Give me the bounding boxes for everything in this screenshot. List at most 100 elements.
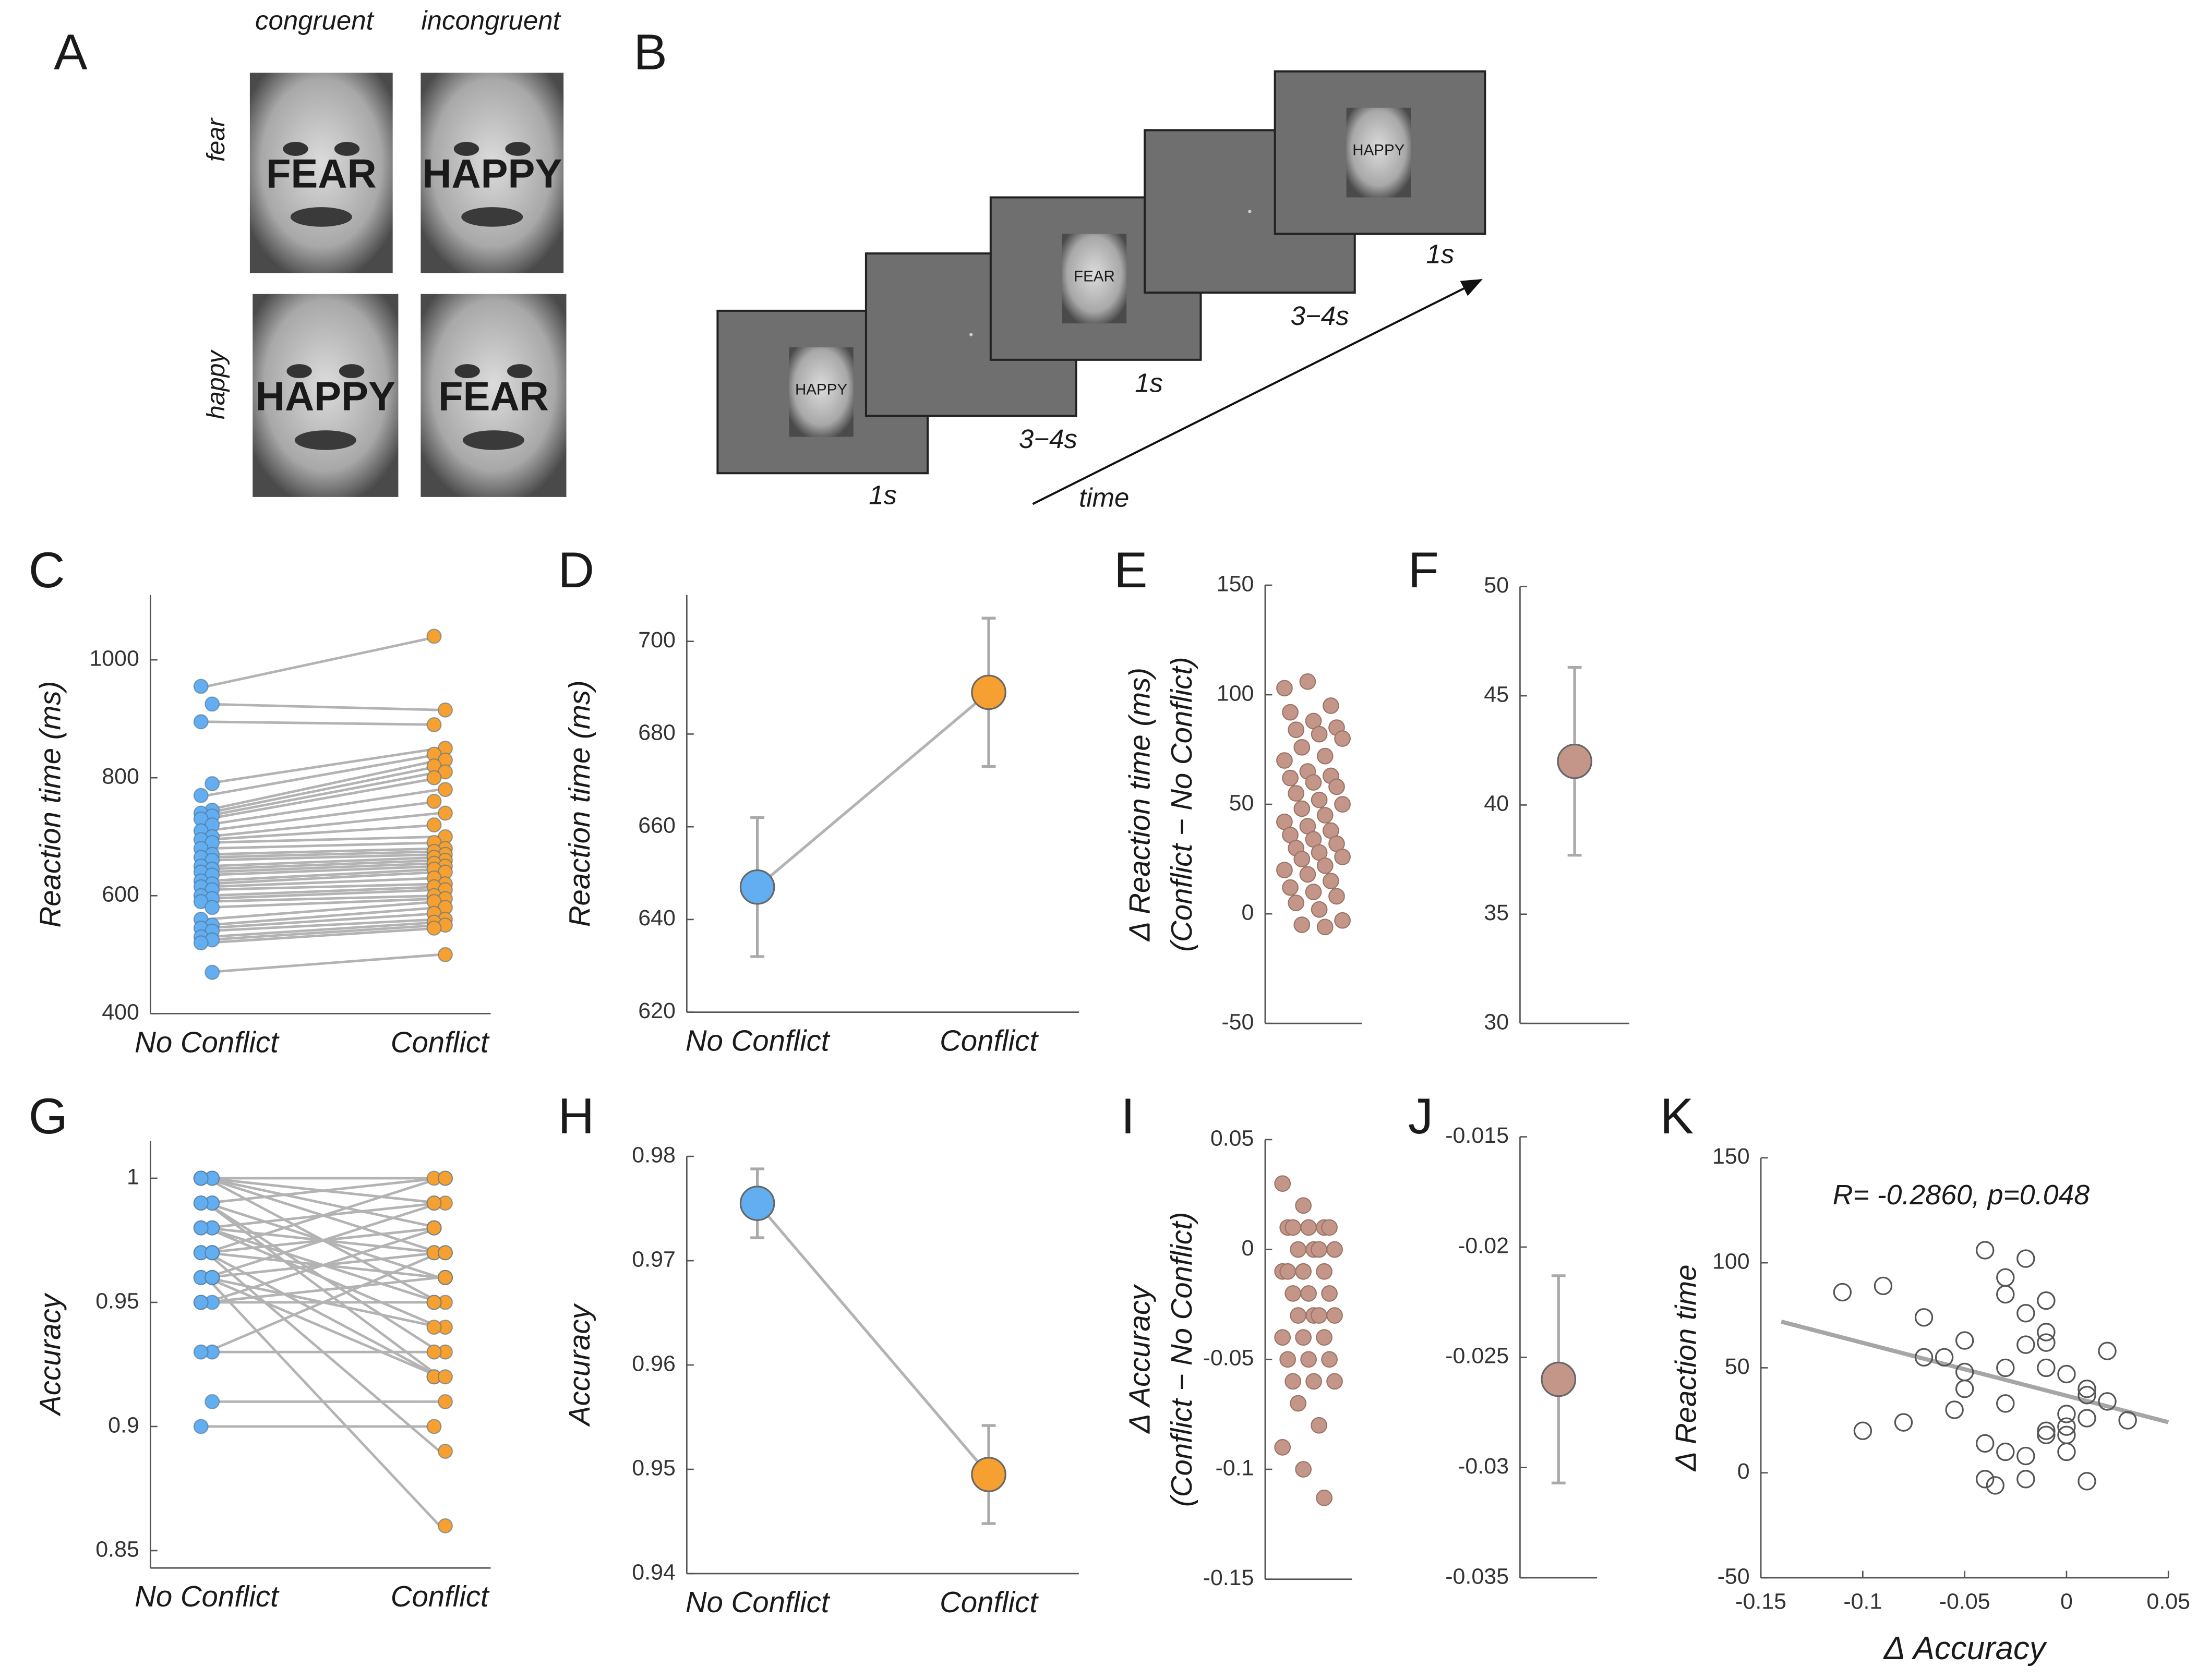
dot: [1276, 752, 1293, 769]
time-label: time: [1079, 483, 1129, 513]
face-image: [421, 294, 567, 497]
point: [2057, 1442, 2076, 1461]
point: [2037, 1333, 2056, 1352]
dot: [205, 696, 220, 712]
fixation: [1248, 210, 1252, 213]
dot: [1316, 807, 1334, 824]
dot: [1282, 704, 1299, 721]
dot: [1279, 1263, 1296, 1280]
dot: [426, 920, 442, 936]
pair-line: [206, 853, 440, 862]
dot: [1288, 785, 1305, 802]
pair-line: [206, 841, 440, 850]
dot: [1282, 769, 1299, 787]
point: [1986, 1476, 2004, 1495]
dot: [205, 900, 220, 915]
dot: [1299, 673, 1316, 690]
point: [1975, 1470, 1995, 1489]
dot: [1288, 895, 1305, 911]
dot: [1305, 884, 1322, 900]
pair-line: [206, 865, 440, 877]
y-tick-label: -0.015: [1445, 1123, 1509, 1148]
point: [1945, 1400, 1964, 1419]
point: [1955, 1379, 1974, 1398]
pair-line: [206, 894, 440, 903]
pair-line: [206, 812, 440, 838]
panel-label: C: [29, 542, 65, 598]
dot: [437, 1369, 453, 1385]
point: [1935, 1348, 1954, 1367]
point: [1975, 1434, 1995, 1453]
dot: [1316, 857, 1334, 874]
panel-label: E: [1114, 542, 1147, 598]
dot: [193, 1220, 209, 1236]
dot: [1311, 1307, 1327, 1324]
dot: [1295, 1329, 1312, 1346]
face-word: FEAR: [1074, 268, 1115, 285]
dot: [437, 1170, 453, 1186]
panel-label: F: [1408, 542, 1439, 598]
pair-line: [206, 753, 440, 797]
pair-line: [206, 788, 440, 827]
dot: [426, 817, 442, 833]
y-tick-label: -0.02: [1458, 1233, 1509, 1258]
dot: [193, 788, 209, 803]
dot: [193, 1344, 209, 1360]
dot: [1290, 1395, 1306, 1412]
point: [1894, 1413, 1913, 1432]
dot: [426, 1419, 442, 1434]
face-image: [1346, 107, 1411, 198]
y-axis-label: (Conflict − No Conflict): [1165, 1212, 1198, 1507]
dot: [1293, 800, 1311, 817]
face-eye: [453, 142, 479, 156]
dot: [205, 1394, 220, 1409]
duration-label: 1s: [1426, 239, 1455, 269]
y-tick-label: 40: [1484, 791, 1509, 816]
pair-line: [206, 953, 440, 974]
point: [2037, 1421, 2056, 1440]
annotation: R= -0.2860, p=0.048: [1833, 1179, 2090, 1211]
dot: [1300, 1285, 1317, 1302]
dot: [205, 964, 220, 980]
pair-line: [206, 835, 440, 844]
dot: [1274, 1439, 1291, 1456]
point: [2078, 1379, 2096, 1398]
pair-line: [206, 888, 440, 900]
y-tick-label: -50: [1718, 1564, 1750, 1589]
y-tick-label: 660: [638, 813, 676, 838]
dot: [437, 947, 453, 962]
pair-line: [206, 871, 440, 886]
point: [1975, 1241, 1995, 1260]
point: [2016, 1304, 2035, 1323]
duration-label: 3−4s: [1291, 301, 1349, 331]
panel-label: I: [1121, 1089, 1135, 1144]
point: [1996, 1285, 2015, 1304]
pair-line: [206, 897, 440, 909]
dot: [1276, 862, 1293, 878]
mean-point: [971, 1457, 1006, 1492]
point: [2057, 1417, 2076, 1436]
point: [1914, 1308, 1934, 1327]
y-tick-label: 150: [1712, 1144, 1750, 1169]
y-tick-label: 0.9: [108, 1412, 139, 1437]
pair-line: [206, 856, 440, 868]
y-tick-label: 400: [102, 1000, 139, 1025]
y-tick-label: -0.15: [1203, 1565, 1254, 1590]
panel-label: G: [29, 1089, 68, 1144]
x-tick-label: -0.1: [1843, 1589, 1882, 1614]
dot: [1311, 726, 1328, 743]
y-axis-label: Reaction time (ms): [33, 681, 66, 928]
pair-line: [206, 906, 440, 927]
panel-label: K: [1660, 1089, 1694, 1144]
dot: [1334, 849, 1351, 865]
dot: [205, 776, 220, 791]
dot: [426, 629, 442, 644]
dot: [193, 935, 209, 951]
face-word: HAPPY: [422, 152, 562, 197]
point: [1996, 1442, 2015, 1461]
panel-label: J: [1408, 1089, 1433, 1144]
dot: [1284, 1219, 1302, 1236]
point: [2078, 1386, 2096, 1405]
dot: [437, 702, 453, 718]
